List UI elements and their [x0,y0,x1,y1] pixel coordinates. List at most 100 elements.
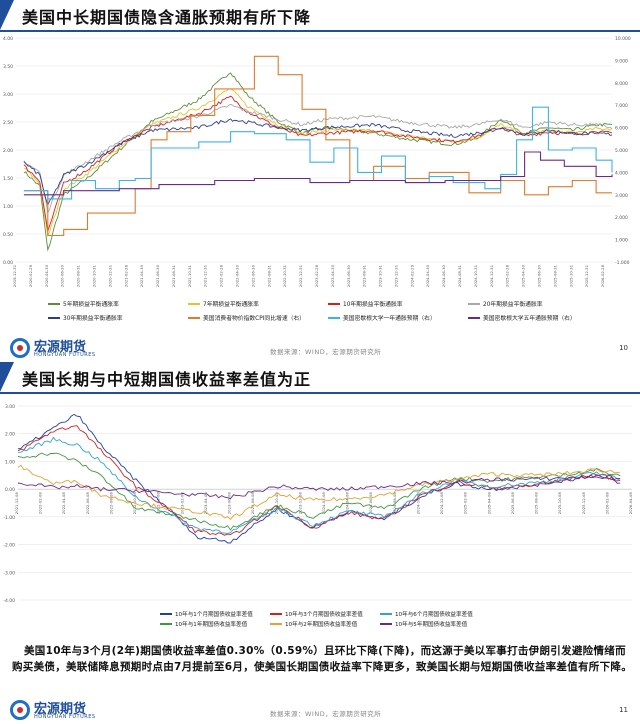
x-tick-label: 2024-12-31 [489,264,494,287]
y2-tick-label: 3.000 [615,193,628,199]
legend-label: 5年期损益平衡通胀率 [63,300,119,308]
series-line-5 [23,118,613,207]
series-line-6 [17,474,621,500]
chart2-svg: -4.00 -3.00 -2.00 -1.00 0.00 1.00 2.00 3.00 2021… [3,404,633,628]
x-tick-label: 2025-12-31 [584,264,589,287]
x-tick-label: 2024-02-08 [321,492,326,515]
x-tick-label: 2022-08-08 [108,492,113,515]
x-tick-label: 2024-06-08 [368,492,373,515]
x-tick-label: 2024-10-08 [415,492,420,515]
y-tick-label: 1.50 [3,176,13,182]
x-tick-label: 2025-08-08 [534,492,539,515]
x-tick-label: 2021-04-30 [139,264,144,287]
logo-name-en: HONGYUAN FUTURES [34,352,96,358]
x-tick-label: 2024-08-31 [457,264,462,287]
x-tick-label: 2023-04-08 [203,492,208,515]
x-tick-label: 2020-12-31 [107,264,112,287]
analysis-paragraph: 美国10年与3个月(2年)期国债收益率差值0.30%（0.59%）且环比下降(下… [12,645,633,673]
logo-mark-icon [10,700,30,720]
series-line-7 [23,106,613,200]
x-tick-label: 2023-08-08 [250,492,255,515]
slide-footer: 宏源期货 HONGYUAN FUTURES 数据来源：WIND，宏源期货研究所 … [0,332,640,362]
x-tick-label: 2023-12-31 [393,264,398,287]
y-tick-label: 0.00 [3,260,13,266]
y-tick-label: 3.50 [3,64,13,70]
x-tick-label: 2022-06-30 [250,264,255,287]
x-tick-label: 2023-06-08 [227,492,232,515]
legend-label: 10年与2年期国债收益率差值 [285,620,358,628]
x-tick-label: 2023-04-30 [330,264,335,287]
y2-tick-label: 10.000 [615,36,631,42]
x-tick-label: 2025-04-08 [486,492,491,515]
x-tick-label: 2023-08-31 [362,264,367,287]
x-tick-label: 2024-10-31 [473,264,478,287]
x-tick-label: 2025-02-08 [463,492,468,515]
x-tick-label: 2021-06-30 [155,264,160,287]
x-tick-label: 2022-06-08 [85,492,90,515]
legend-label: 20年期损益平衡通胀率 [483,300,543,308]
y2-tick-label: 2.000 [615,215,628,221]
x-tick-label: 2022-02-28 [219,264,224,287]
y2-tick-label: -1.000 [615,260,630,266]
legend-label: 美国密歇根大学一年通胀预期（右） [343,314,436,322]
y-tick-label: 3.00 [5,404,15,410]
legend-label: 美国密歇根大学五年通胀预期（右） [483,314,576,322]
x-tick-label: 2023-12-08 [297,492,302,515]
y2-tick-label: 5.000 [615,148,628,154]
series-line-8 [23,151,613,196]
slide-title: 美国中长期国债隐含通胀预期有所下降 [22,8,312,27]
x-tick-label: 2024-06-30 [441,264,446,287]
y-tick-label: -1.00 [3,515,15,521]
x-tick-label: 2020-10-31 [91,264,96,287]
series-line-4 [17,452,621,531]
x-tick-label: 2022-08-31 [266,264,271,287]
y2-tick-label: 1.000 [615,238,628,244]
slide-inflation-expectations: 美国中长期国债隐含通胀预期有所下降 0.00 0.50 1.00 1.50 2.00 2.… [0,0,640,362]
x-tick-label: 2024-04-30 [425,264,430,287]
x-tick-label: 2025-04-30 [521,264,526,287]
x-tick-label: 2025-02-28 [505,264,510,287]
data-source: 数据来源：WIND，宏源期货研究所 [270,348,382,356]
title-accent-shape [0,0,14,30]
x-tick-label: 2023-02-28 [314,264,319,287]
y-tick-label: 1.00 [3,204,13,210]
y2-tick-label: 9.000 [615,58,628,64]
x-tick-label: 2025-06-08 [510,492,515,515]
y-tick-label: 4.00 [3,36,13,42]
y-tick-label: 2.00 [3,148,13,154]
series-line-6 [23,55,612,237]
chart1-svg: 0.00 0.50 1.00 1.50 2.00 2.50 3.00 3.50 4.00 -1.0… [3,36,631,322]
x-tick-label: 2022-12-08 [156,492,161,515]
x-tick-label: 2020-02-29 [28,264,33,287]
title-accent-shape [0,362,14,392]
y2-tick-label: 4.000 [615,170,628,176]
x-tick-label: 2025-08-31 [552,264,557,287]
x-tick-label: 2019-12-31 [12,264,17,287]
legend-label: 30年期损益平衡通胀率 [63,314,123,322]
x-tick-label: 2020-06-30 [60,264,65,287]
x-tick-label: 2021-12-31 [203,264,208,287]
series-line-1 [23,72,613,252]
x-tick-label: 2025-10-31 [568,264,573,287]
series-line-3 [23,95,613,232]
company-logo: 宏源期货 HONGYUAN FUTURES [10,698,120,722]
slide-footer: 宏源期货 HONGYUAN FUTURES 数据来源：WIND，宏源期货研究所 … [0,694,640,724]
y2-tick-label: 7.000 [615,103,628,109]
slide-title: 美国长期与中短期国债收益率差值为正 [22,370,312,389]
legend-label: 美国消费者物价指数CPI同比增速（右） [203,314,305,322]
legend-label: 10年期损益平衡通胀率 [343,300,403,308]
x-tick-label: 2024-12-08 [439,492,444,515]
y-tick-label: 1.00 [5,459,15,465]
title-underline [0,30,640,32]
page-number: 11 [619,706,628,714]
y-tick-label: 0.00 [5,487,15,493]
logo-name-cn: 宏源期货 [34,340,87,355]
x-tick-label: 2025-06-30 [536,264,541,287]
legend-label: 7年期损益平衡通胀率 [203,300,259,308]
data-source: 数据来源：WIND，宏源期货研究所 [270,710,382,718]
x-tick-label: 2022-04-30 [235,264,240,287]
y-tick-label: -3.00 [3,570,15,576]
x-tick-label: 2020-04-30 [44,264,49,287]
x-tick-label: 2022-02-08 [38,492,43,515]
series-line-3 [17,436,621,535]
